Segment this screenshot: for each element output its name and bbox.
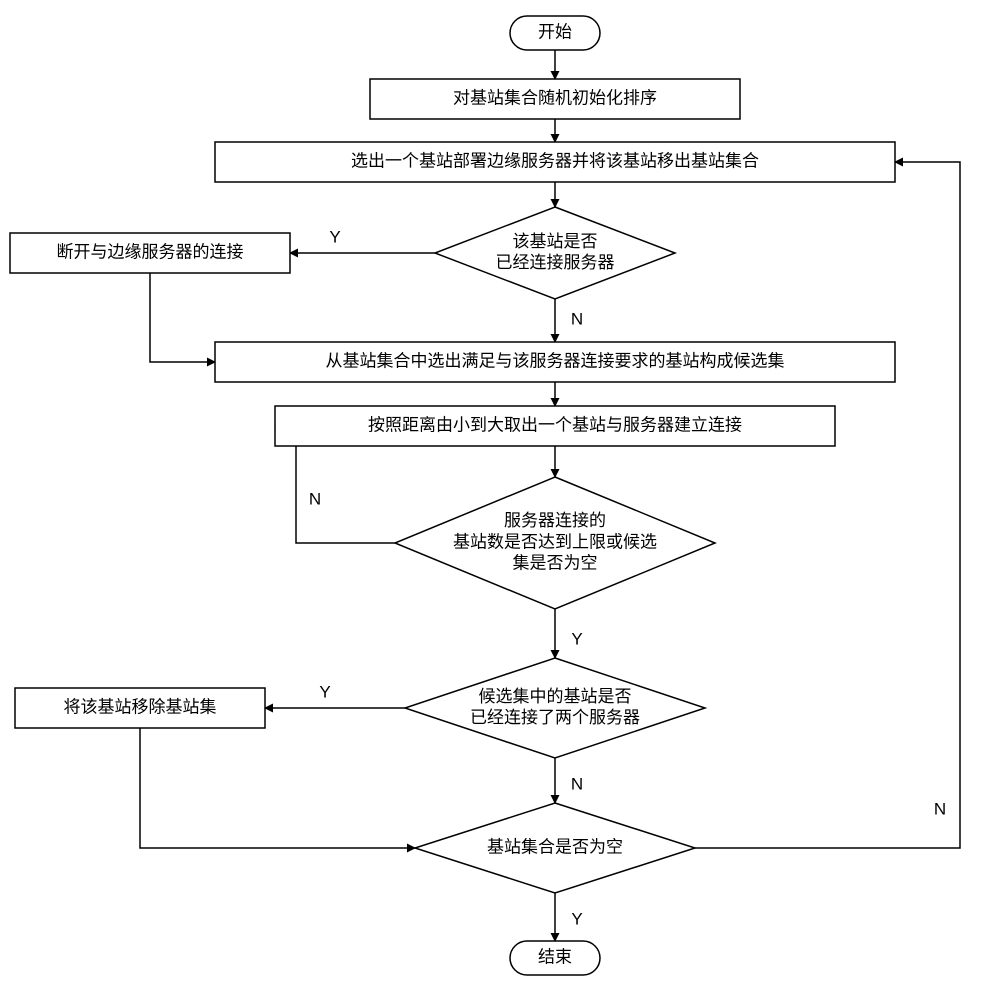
node-p3: 断开与边缘服务器的连接	[10, 233, 290, 273]
edge-d4-p2	[695, 162, 960, 848]
node-end: 结束	[510, 941, 600, 975]
edge-label-d2-d3: Y	[571, 629, 582, 648]
edge-label-d4-p2: N	[934, 799, 946, 818]
node-p6: 将该基站移除基站集	[15, 688, 265, 728]
flowchart-diagram: YNNYYNNY开始对基站集合随机初始化排序选出一个基站部署边缘服务器并将该基站…	[0, 0, 998, 1000]
edge-label-d1-p4: N	[571, 309, 583, 328]
edge-label-d3-d4: N	[571, 774, 583, 793]
node-text: 候选集中的基站是否	[479, 687, 632, 706]
node-text: 基站数是否达到上限或候选	[453, 532, 657, 551]
node-text: 已经连接了两个服务器	[470, 708, 640, 727]
edge-label-d2-p5: N	[309, 489, 321, 508]
node-p5: 按照距离由小到大取出一个基站与服务器建立连接	[275, 406, 835, 446]
node-text: 对基站集合随机初始化排序	[453, 88, 657, 107]
node-text: 基站集合是否为空	[487, 837, 623, 856]
edge-label-d4-end: Y	[571, 909, 582, 928]
node-text: 按照距离由小到大取出一个基站与服务器建立连接	[368, 415, 742, 434]
node-d1: 该基站是否已经连接服务器	[435, 207, 675, 299]
node-start: 开始	[510, 16, 600, 50]
node-text: 从基站集合中选出满足与该服务器连接要求的基站构成候选集	[326, 351, 785, 370]
node-text: 该基站是否	[513, 232, 598, 251]
node-text: 集是否为空	[513, 554, 598, 573]
edge-label-d3-p6: Y	[319, 682, 330, 701]
node-text: 结束	[538, 947, 572, 966]
edge-label-d1-p3: Y	[329, 227, 340, 246]
node-d2: 服务器连接的基站数是否达到上限或候选集是否为空	[395, 477, 715, 609]
node-d3: 候选集中的基站是否已经连接了两个服务器	[405, 658, 705, 758]
node-p4: 从基站集合中选出满足与该服务器连接要求的基站构成候选集	[215, 342, 895, 382]
node-p1: 对基站集合随机初始化排序	[370, 79, 740, 119]
nodes: 开始对基站集合随机初始化排序选出一个基站部署边缘服务器并将该基站移出基站集合该基…	[10, 16, 895, 975]
node-text: 将该基站移除基站集	[64, 697, 217, 716]
node-d4: 基站集合是否为空	[415, 803, 695, 893]
edge-p6-d4	[140, 728, 415, 848]
node-p2: 选出一个基站部署边缘服务器并将该基站移出基站集合	[215, 142, 895, 182]
node-text: 已经连接服务器	[496, 253, 615, 272]
node-text: 选出一个基站部署边缘服务器并将该基站移出基站集合	[351, 151, 759, 170]
node-text: 服务器连接的	[504, 511, 606, 530]
node-text: 开始	[538, 22, 572, 41]
node-text: 断开与边缘服务器的连接	[57, 242, 244, 261]
edge-p3-p4	[150, 273, 215, 362]
